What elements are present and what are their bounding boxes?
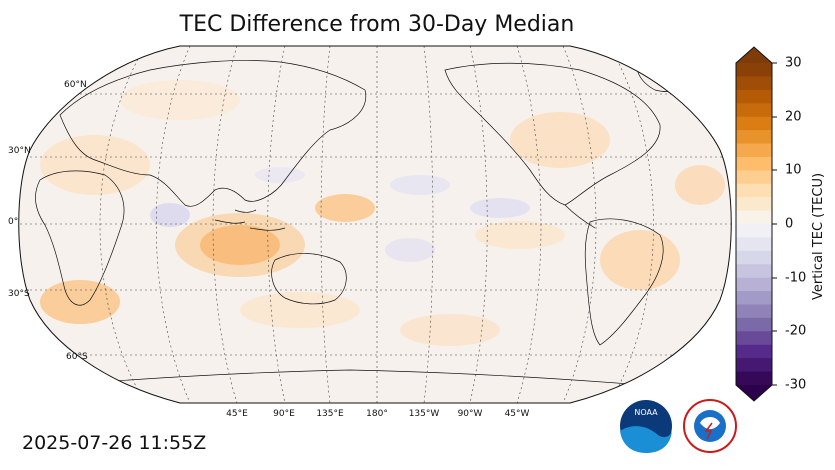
anomaly-southern-africa [40,280,120,324]
colorbar-swatch [736,130,772,144]
colorbar-tick-neg30: -30 [785,377,807,393]
colorbar-swatch [736,317,772,332]
colorbar-swatch [736,264,772,279]
colorbar-swatch [736,237,772,252]
colorbar-swatch [736,344,772,359]
timestamp: 2025-07-26 11:55Z [22,432,207,454]
colorbar-swatch [736,291,772,305]
lon-label-135w: 135°W [408,409,440,419]
colorbar-swatch [736,224,772,238]
lat-label-30n: 30°N [8,146,31,156]
map-title: TEC Difference from 30-Day Median [179,12,575,37]
lon-label-90e: 90°E [273,409,295,419]
colorbar-swatch [736,197,772,212]
colorbar-swatch [736,358,772,373]
colorbar-tick-neg20: -20 [785,323,807,339]
colorbar-swatch [736,250,772,265]
noaa-logo-text: NOAA [634,408,658,417]
colorbar-swatch [736,76,772,91]
anomaly-north-america [510,112,610,168]
colorbar-label: Vertical TEC (TECU) [811,172,826,300]
colorbar-tick-10: 10 [785,162,802,178]
colorbar-swatch [736,170,772,185]
nws-logo-icon [683,399,737,453]
coastlines [35,53,701,389]
lat-label-0: 0° [8,217,19,227]
anomaly-indian-ocean [150,203,190,227]
noaa-logo-icon: NOAA [620,400,672,453]
lon-label-180: 180° [366,409,388,419]
lon-label-45e: 45°E [226,409,248,419]
lon-label-90w: 90°W [457,409,483,419]
lat-label-60s: 60°S [66,352,88,362]
colorbar-tick-0: 0 [785,216,794,232]
lon-label-45w: 45°W [504,409,530,419]
colorbar-ticks [772,62,777,386]
colorbar-swatch [736,156,772,171]
map-outline [18,45,732,404]
colorbar-swatch [736,331,772,346]
lat-label-30s: 30°S [8,289,30,299]
anomaly-east-pacific [470,198,530,218]
colorbar-swatch [736,304,772,319]
anomaly-layer [40,80,725,346]
anomaly-west-pacific [315,194,375,222]
colorbar-swatch [736,116,772,131]
colorbar-swatch [736,371,772,386]
colorbar-swatch [736,89,772,104]
colorbar-tick-20: 20 [785,109,802,125]
colorbar-swatches [736,47,772,401]
colorbar-tick-neg10: -10 [785,270,807,286]
agency-logos: NOAA [620,399,737,453]
colorbar-swatch [736,63,772,77]
colorbar-swatch [736,183,772,198]
colorbar-swatch [736,210,772,225]
colorbar-swatch [736,103,772,118]
colorbar-swatch [736,277,772,292]
colorbar-tick-30: 30 [785,55,802,71]
colorbar-cap-top [736,47,772,63]
colorbar-swatch [736,143,772,158]
anomaly-south-america [600,230,680,290]
colorbar-cap-bottom [736,385,772,401]
lon-label-135e: 135°E [316,409,344,419]
lat-label-60n: 60°N [64,80,87,90]
